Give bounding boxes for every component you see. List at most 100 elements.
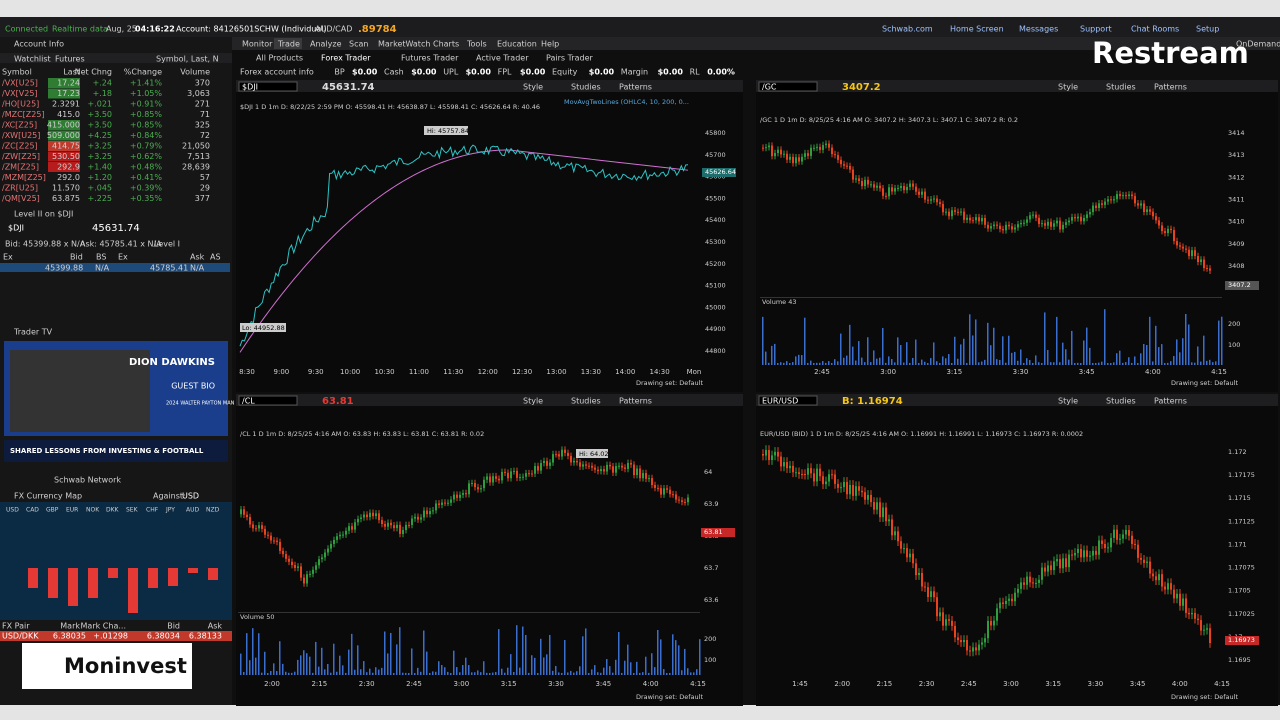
trade-tab[interactable]: Futures Trader: [401, 54, 459, 63]
trade-tab[interactable]: Forex Trader: [321, 54, 371, 63]
menu-item[interactable]: Tools: [466, 40, 487, 49]
toolbar-item[interactable]: Studies: [1106, 83, 1136, 92]
menu-item[interactable]: Analyze: [310, 40, 342, 49]
chart-info: $DJI 1 D 1m D: 8/22/25 2:59 PM O: 45598.…: [240, 103, 540, 111]
volume-bar: [1164, 362, 1166, 365]
volume-bar: [807, 362, 809, 365]
header-link[interactable]: Chat Rooms: [1131, 25, 1179, 34]
ondemand[interactable]: OnDemand: [1236, 40, 1280, 49]
volume-bar: [276, 671, 278, 675]
candle: [792, 156, 794, 164]
candle: [600, 469, 602, 472]
menu-item[interactable]: Scan: [349, 40, 368, 49]
candle: [588, 465, 590, 467]
volume-bar: [657, 630, 659, 675]
toolbar-item[interactable]: Style: [1058, 83, 1078, 92]
menu-item[interactable]: Charts: [433, 40, 459, 49]
candle: [987, 224, 989, 229]
toolbar-item[interactable]: Studies: [571, 83, 601, 92]
header-link[interactable]: Support: [1080, 25, 1112, 34]
toolbar-item[interactable]: Patterns: [1154, 397, 1187, 406]
currency: AUD: [186, 507, 199, 514]
account-field: BP: [334, 68, 344, 77]
menu-item[interactable]: Monitor: [242, 40, 273, 49]
menu-item[interactable]: Help: [541, 40, 559, 49]
watch-cell: 28,639: [182, 163, 210, 172]
candle: [1029, 576, 1031, 583]
volume-bar: [1113, 362, 1115, 365]
volume-bar: [504, 672, 506, 675]
candle: [1185, 598, 1187, 613]
last-price: 45626.64: [705, 168, 736, 176]
fx-bar: [128, 568, 138, 613]
watch-cell: /MZM[Z25]: [2, 173, 46, 182]
header-link[interactable]: Schwab.com: [882, 25, 933, 34]
watch-cell: 2.3291: [52, 100, 80, 109]
candle: [795, 157, 797, 164]
candle: [606, 464, 608, 472]
candle: [402, 530, 404, 534]
watch-cell: /MZC[Z25]: [2, 110, 45, 119]
account-field: 0.00%: [707, 68, 735, 77]
toolbar-item[interactable]: Style: [1058, 397, 1078, 406]
trade-tab[interactable]: Pairs Trader: [546, 54, 593, 63]
candle: [1026, 576, 1028, 585]
watch-cell: +1.40: [87, 163, 112, 172]
candle: [876, 185, 878, 188]
volume-bar: [1140, 353, 1142, 365]
toolbar-item[interactable]: Studies: [571, 397, 601, 406]
toolbar-item[interactable]: Style: [523, 83, 543, 92]
candle: [1086, 214, 1088, 219]
candle: [1161, 225, 1163, 232]
candle: [777, 149, 779, 154]
trade-tab[interactable]: Active Trader: [476, 54, 529, 63]
candle: [777, 451, 779, 457]
section-title: Watchlist: [14, 55, 51, 64]
volume-bar: [612, 672, 614, 675]
volume-bar: [1026, 358, 1028, 365]
y-tick-label: 63.6: [704, 596, 718, 604]
toolbar-item[interactable]: Studies: [1106, 397, 1136, 406]
candle: [1047, 565, 1049, 572]
trade-tab[interactable]: All Products: [256, 54, 303, 63]
fx-bar: [48, 568, 58, 598]
toolbar-item[interactable]: Style: [523, 397, 543, 406]
volume-bar: [501, 668, 503, 675]
account-field: Margin: [621, 68, 648, 77]
candle: [816, 468, 818, 482]
guest: DION DAWKINS: [129, 357, 215, 368]
toolbar-item[interactable]: Patterns: [619, 397, 652, 406]
candle: [477, 487, 479, 490]
volume-bar: [792, 362, 794, 365]
candle: [285, 554, 287, 559]
candle: [1017, 588, 1019, 593]
candle: [441, 502, 443, 505]
candle: [414, 516, 416, 519]
candle: [1173, 589, 1175, 599]
volume-bar: [597, 672, 599, 675]
header-link[interactable]: Home Screen: [950, 25, 1004, 34]
watchlist-name: Futures: [55, 55, 85, 64]
menu-item[interactable]: Education: [497, 40, 537, 49]
header-link[interactable]: Setup: [1196, 25, 1219, 34]
menu-item[interactable]: Trade: [277, 40, 300, 49]
account-field: RL: [690, 68, 701, 77]
level-cell: N/A: [95, 264, 110, 273]
candle: [978, 644, 980, 651]
volume-bar: [1023, 362, 1025, 365]
y-tick-label: 3409: [1228, 240, 1245, 248]
volume-bar: [336, 671, 338, 675]
volume-bar: [933, 342, 935, 365]
header-link[interactable]: Messages: [1019, 25, 1058, 34]
y-tick-label: 1.17075: [1228, 564, 1255, 572]
candle: [870, 494, 872, 503]
toolbar-item[interactable]: Patterns: [1154, 83, 1187, 92]
drawing-set: Drawing set: Default: [636, 693, 703, 701]
column-header: Bid: [70, 253, 83, 262]
menu-item[interactable]: MarketWatch: [378, 40, 430, 49]
chart-symbol: EUR/USD: [762, 397, 798, 406]
watch-cell: 414.75: [52, 142, 80, 151]
toolbar-item[interactable]: Patterns: [619, 83, 652, 92]
candle: [837, 483, 839, 488]
volume-bar: [1011, 352, 1013, 365]
